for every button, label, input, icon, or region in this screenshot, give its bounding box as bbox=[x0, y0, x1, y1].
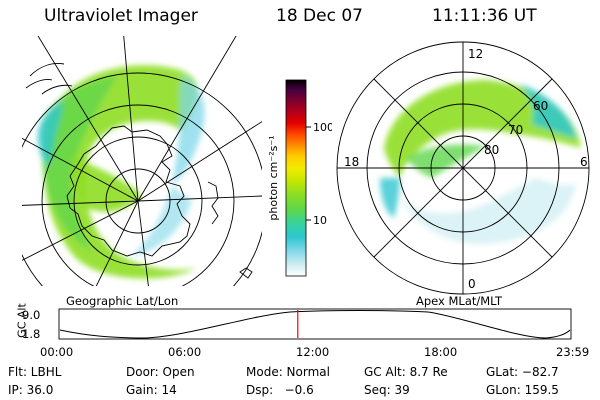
altitude-plot bbox=[58, 308, 572, 340]
xtick-0000: 00:00 bbox=[40, 345, 74, 359]
colorbar-tick-label: 10 bbox=[313, 214, 327, 227]
altitude-plot-frame bbox=[58, 308, 572, 340]
orbit-altitude-curve bbox=[59, 310, 571, 339]
status-gc-alt: GC Alt: 8.7 Re bbox=[364, 365, 448, 379]
mlat-label-80: 80 bbox=[484, 143, 499, 157]
colorbar: 100 10 photon cm⁻²s⁻¹ bbox=[267, 79, 332, 277]
mlt-label-12: 12 bbox=[468, 47, 483, 61]
status-door: Door: Open bbox=[126, 365, 195, 379]
mlat-label-60: 60 bbox=[533, 99, 548, 113]
mlat-mlt-grid bbox=[336, 41, 590, 295]
coastline-outline bbox=[25, 63, 253, 279]
xtick-1200: 12:00 bbox=[296, 345, 330, 359]
mlat-label-70: 70 bbox=[508, 123, 523, 137]
status-gain: Gain: 14 bbox=[126, 383, 177, 397]
magnetic-map: 12 18 6 0 60 70 80 bbox=[336, 41, 590, 295]
xtick-2359: 23:59 bbox=[556, 345, 590, 359]
geographic-map bbox=[22, 36, 262, 286]
status-mode: Mode: Normal bbox=[246, 365, 330, 379]
status-glon: GLon: 159.5 bbox=[486, 383, 559, 397]
magnetic-caption: Apex MLat/MLT bbox=[416, 294, 503, 308]
mlt-label-0: 0 bbox=[468, 277, 476, 291]
colorbar-gradient bbox=[285, 79, 307, 277]
altitude-ytick-min: 1.8 bbox=[22, 327, 41, 341]
colorbar-unit-label: photon cm⁻²s⁻¹ bbox=[267, 135, 280, 220]
status-seq: Seq: 39 bbox=[364, 383, 410, 397]
status-dsp: Dsp: −0.6 bbox=[246, 383, 314, 397]
image-date: 18 Dec 07 bbox=[276, 6, 363, 26]
mlt-label-6: 6 bbox=[580, 155, 588, 169]
status-glat: GLat: −82.7 bbox=[486, 365, 559, 379]
status-filter: Flt: LBHL bbox=[8, 365, 62, 379]
xtick-1800: 18:00 bbox=[424, 345, 458, 359]
mlat-labels: 60 70 80 bbox=[484, 99, 548, 157]
altitude-ytick-max: 9.0 bbox=[22, 308, 41, 322]
status-ip: IP: 36.0 bbox=[8, 383, 54, 397]
image-time: 11:11:36 UT bbox=[432, 6, 537, 26]
lat-lon-grid bbox=[22, 36, 262, 286]
instrument-title: Ultraviolet Imager bbox=[44, 6, 198, 26]
xtick-0600: 06:00 bbox=[168, 345, 202, 359]
mlt-labels: 12 18 6 0 bbox=[344, 47, 588, 291]
auroral-emission-mag bbox=[380, 80, 581, 244]
mlt-label-18: 18 bbox=[344, 155, 359, 169]
colorbar-tick-label: 100 bbox=[313, 121, 332, 134]
geographic-caption: Geographic Lat/Lon bbox=[66, 294, 179, 308]
